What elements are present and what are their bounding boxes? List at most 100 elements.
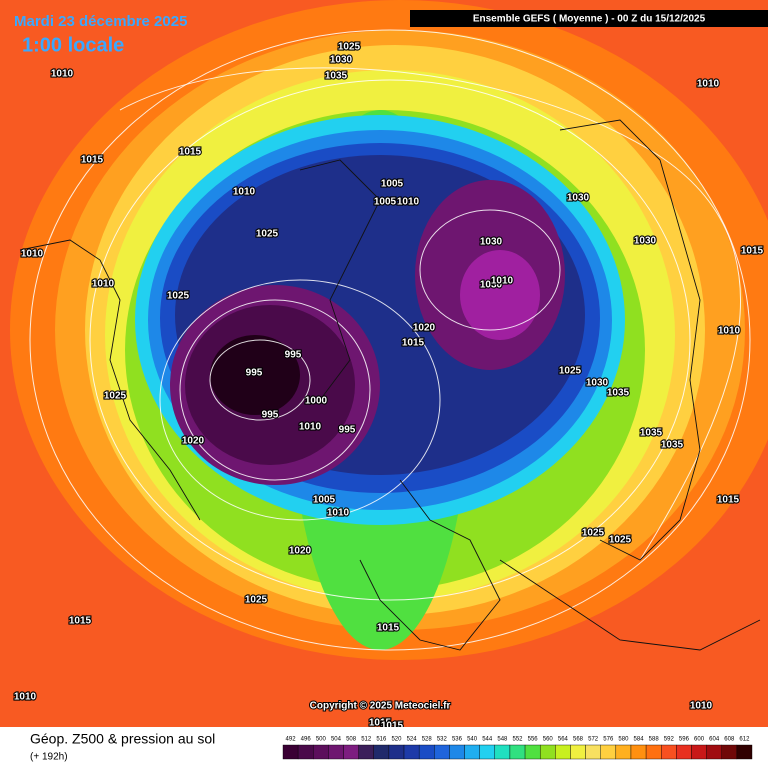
scale-label: 612 xyxy=(739,737,750,743)
isobar-label: 1025 xyxy=(338,42,361,53)
scale-swatch xyxy=(449,744,465,760)
isobar-label: 1030 xyxy=(330,55,353,66)
isobar-line xyxy=(89,79,691,601)
map-date: Mardi 23 décembre 2025 xyxy=(14,13,187,30)
scale-swatch xyxy=(297,744,314,760)
scale-swatch xyxy=(721,744,738,760)
isobar-label: 1025 xyxy=(582,528,605,539)
scale-label: 576 xyxy=(603,737,614,743)
isobar-label: 1010 xyxy=(14,692,37,703)
scale-label: 512 xyxy=(361,737,372,743)
scale-label: 552 xyxy=(512,737,523,743)
isobar-label: 1020 xyxy=(182,436,205,447)
isobar-label: 1020 xyxy=(289,546,312,557)
scale-label: 600 xyxy=(694,737,705,743)
footer-subtitle: (+ 192h) xyxy=(30,752,68,763)
scale-label: 492 xyxy=(286,737,297,743)
isobar-line xyxy=(419,209,561,331)
scale-swatch xyxy=(630,744,647,760)
scale-swatch xyxy=(539,744,556,760)
isobar-label: 1010 xyxy=(92,279,115,290)
scale-label: 532 xyxy=(437,737,448,743)
scale-swatch xyxy=(328,744,344,760)
isobar-label: 1005 xyxy=(381,179,404,190)
scale-label: 508 xyxy=(346,737,357,743)
coastline xyxy=(19,239,201,521)
scale-swatch xyxy=(676,744,692,760)
scale-label: 584 xyxy=(634,737,645,743)
isobar-label: 995 xyxy=(246,368,263,379)
scale-label: 568 xyxy=(573,737,584,743)
scale-swatch xyxy=(691,744,707,760)
header-text: Ensemble GEFS ( Moyenne ) - 00 Z du 15/1… xyxy=(473,14,706,25)
isobar-label: 1005 xyxy=(313,495,336,506)
scale-label: 608 xyxy=(724,737,735,743)
coastlines xyxy=(19,119,761,651)
isobar-line xyxy=(29,29,751,651)
scale-label: 516 xyxy=(376,737,387,743)
scale-label: 580 xyxy=(618,737,629,743)
scale-label: 496 xyxy=(301,737,312,743)
isobar-label: 1010 xyxy=(718,326,741,337)
scale-swatch xyxy=(570,744,586,760)
scale-swatch xyxy=(615,744,632,760)
scale-swatch xyxy=(464,744,480,760)
isobar-label: 1015 xyxy=(81,155,104,166)
scale-swatch xyxy=(418,744,435,760)
isobar-label: 1025 xyxy=(167,291,190,302)
scale-label: 536 xyxy=(452,737,463,743)
isobar-label: 1035 xyxy=(325,71,348,82)
isobar-label: 1020 xyxy=(413,323,436,334)
isobar-label: 1010 xyxy=(327,508,350,519)
scale-label: 556 xyxy=(528,737,539,743)
field-band xyxy=(460,250,540,340)
isobar-label: 1015 xyxy=(179,147,202,158)
field-band xyxy=(210,335,300,415)
isobar-label: 1015 xyxy=(402,338,425,349)
scale-label: 520 xyxy=(391,737,402,743)
scale-swatch xyxy=(494,744,511,760)
isobar-label: 1030 xyxy=(480,237,503,248)
isobar-label: 1025 xyxy=(245,595,268,606)
header-bar xyxy=(410,10,768,27)
isobar-label: 1010 xyxy=(690,701,713,712)
scale-swatch xyxy=(388,744,405,760)
scale-swatch xyxy=(555,744,571,760)
isobar-label: 995 xyxy=(339,425,356,436)
isobar-label: 1010 xyxy=(697,79,720,90)
scale-swatch xyxy=(524,744,541,760)
scale-label: 540 xyxy=(467,737,478,743)
scale-swatch xyxy=(585,744,601,760)
isobar-label: 1010 xyxy=(397,197,420,208)
isobar-line xyxy=(209,339,311,421)
isobar-label: 1030 xyxy=(567,193,590,204)
color-scale: 492 496 500 504 508 512 516 520 524 528 532 536 540 5… xyxy=(282,737,753,760)
isobar-label: 1015 xyxy=(377,623,400,634)
isobar-label: 1025 xyxy=(104,391,127,402)
field xyxy=(0,0,768,727)
isobar-labels: 1025 1030 1035 1010 1010 1015 1015 1010 1005 1005… xyxy=(13,41,765,733)
coastline xyxy=(499,559,761,651)
isobar-label: 1015 xyxy=(717,495,740,506)
isobar-label: 1010 xyxy=(51,69,74,80)
isobar-label: 1015 xyxy=(69,616,92,627)
scale-swatch xyxy=(313,744,329,760)
scale-swatch xyxy=(373,744,390,760)
scale-swatch xyxy=(343,744,359,760)
scale-label: 564 xyxy=(558,737,569,743)
scale-label: 504 xyxy=(331,737,342,743)
isobar-line xyxy=(179,299,371,481)
scale-label: 604 xyxy=(709,737,720,743)
scale-label: 544 xyxy=(482,737,493,743)
isobar-label: 995 xyxy=(262,410,279,421)
isobar-label: 1030 xyxy=(480,280,503,291)
scale-label: 548 xyxy=(497,737,508,743)
copyright: Copyright © 2025 Meteociel.fr xyxy=(310,701,451,712)
scale-label: 592 xyxy=(664,737,675,743)
scale-swatch xyxy=(600,744,617,760)
isobar-label: 1035 xyxy=(661,440,684,451)
isobar-label: 1015 xyxy=(741,246,764,257)
isobar-label: 1030 xyxy=(586,378,609,389)
footer-title: Géop. Z500 & pression au sol xyxy=(30,731,215,747)
